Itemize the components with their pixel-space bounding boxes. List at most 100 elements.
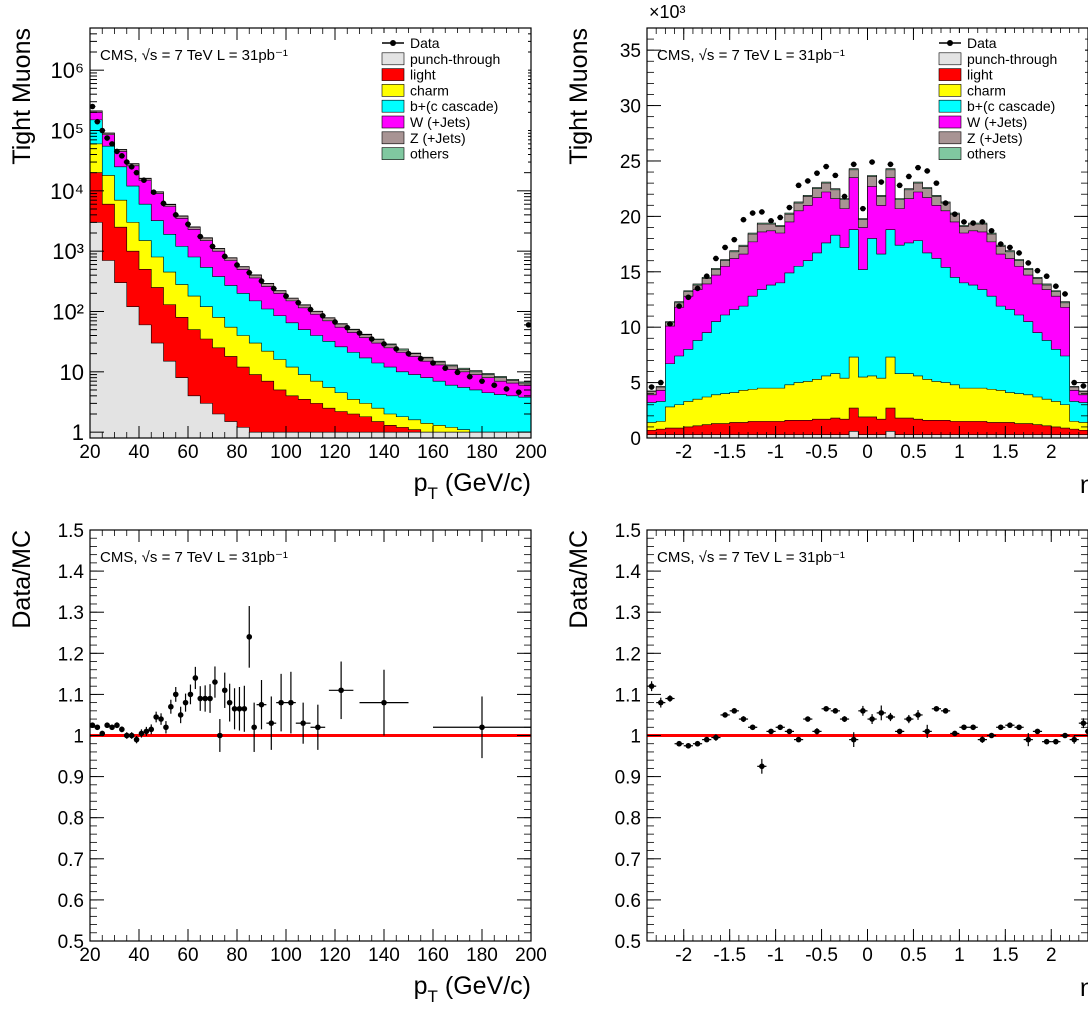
x-tick-label: 140	[368, 945, 400, 966]
legend-swatch	[938, 68, 962, 81]
data-point	[454, 369, 461, 376]
ratio-point	[814, 728, 820, 735]
data-point	[887, 161, 894, 168]
legend-swatch	[381, 52, 405, 66]
ratio-point	[288, 699, 294, 706]
y-tick-label: 1.5	[615, 521, 641, 542]
legend-label: Z (+Jets)	[967, 130, 1023, 146]
y-tick-label: 30	[620, 97, 641, 118]
ratio-point	[236, 705, 243, 712]
ratio-point	[1007, 722, 1013, 729]
chart-eta-ratio: -2 -1.5 -1 -0.5 0 0.5 1 1.5 2 0.5 0.6 0.7 0.8 0.9 1 1.1…	[565, 521, 1088, 1002]
x-tick-label: 140	[368, 442, 400, 463]
ratio-point	[924, 728, 931, 735]
y-tick-label: 1.4	[58, 562, 85, 583]
y-tick-label: 0	[630, 429, 641, 450]
ratio-point	[997, 724, 1004, 731]
y-tick-label: 0.7	[615, 850, 641, 871]
data-point	[94, 118, 101, 125]
x-tick-label: 200	[515, 442, 547, 463]
legend-label: light	[410, 67, 436, 83]
stack-area	[90, 103, 531, 438]
ratio-point	[657, 699, 664, 706]
x-tick-label: 180	[466, 442, 498, 463]
data-point	[491, 382, 498, 389]
data-point	[332, 319, 338, 325]
ratio-point	[887, 714, 894, 720]
ratio-point	[99, 730, 106, 737]
y-tick-label: 1.2	[58, 644, 84, 665]
data-point	[823, 163, 829, 170]
data-point	[906, 173, 912, 180]
ratio-point	[759, 763, 765, 770]
data-point	[307, 306, 314, 313]
ratio-point	[749, 724, 756, 731]
data-point	[1025, 260, 1032, 266]
ratio-point	[315, 724, 321, 731]
legend-label: b+(c cascade)	[410, 98, 498, 114]
data-point	[703, 273, 710, 280]
ratio-point	[869, 716, 875, 722]
data-point	[442, 365, 449, 371]
x-tick-label: 1.5	[992, 442, 1018, 463]
legend-swatch	[381, 99, 405, 113]
legend-label: others	[967, 146, 1006, 162]
x-axis-label: pT (GeV/c)	[414, 972, 531, 1006]
legend-label: b+(c cascade)	[967, 98, 1055, 114]
data-point	[150, 189, 157, 195]
stack-charm	[647, 356, 1088, 438]
data-point	[740, 216, 747, 223]
data-point	[768, 218, 774, 224]
x-tick-label: 60	[177, 945, 198, 966]
ratio-point	[915, 712, 921, 718]
data-point	[961, 219, 967, 225]
legend-swatch	[938, 52, 962, 66]
ratio-point	[138, 730, 145, 737]
legend-label: Data	[410, 35, 440, 51]
ratio-point	[89, 722, 96, 729]
y-tick-label: 0.7	[58, 850, 84, 871]
data-point	[123, 159, 130, 165]
ratio-point	[878, 710, 885, 716]
ratio-point	[300, 720, 306, 726]
x-tick-label: 0	[862, 442, 873, 463]
ratio-point	[177, 712, 184, 718]
data-point	[979, 219, 986, 225]
data-point	[270, 285, 277, 292]
ratio-point	[153, 714, 159, 720]
y-tick-label: 0.8	[615, 809, 641, 830]
legend-swatch	[938, 115, 962, 129]
x-tick-label: 20	[79, 442, 100, 463]
data-point	[393, 346, 400, 352]
ratio-point	[832, 708, 839, 714]
data-point	[1062, 291, 1068, 297]
ratio-point	[119, 726, 125, 733]
data-point	[814, 170, 820, 176]
data-point	[722, 244, 728, 251]
ratio-point	[823, 705, 829, 712]
y-tick-label: 0.6	[615, 891, 641, 912]
data-point	[1016, 250, 1022, 256]
y-tick-label: 10⁵	[50, 119, 84, 144]
chart-eta-stack: -2 -1.5 -1 -0.5 0 0.5 1 1.5 205101520253035Tight…	[565, 2, 1088, 499]
legend-data-marker	[390, 40, 396, 46]
legend-label: Data	[967, 35, 997, 51]
x-tick-label: -1.5	[713, 945, 746, 966]
y-axis-label: Tight Muons	[8, 28, 36, 165]
ratio-point	[1062, 732, 1068, 739]
ratio-point	[187, 691, 194, 698]
x-tick-label: 1	[954, 945, 965, 966]
data-point	[896, 182, 903, 189]
data-point	[119, 153, 125, 159]
x-axis-label: pT (GeV/c)	[414, 469, 531, 503]
x-tick-label: 0.5	[900, 945, 926, 966]
legend-swatch	[381, 147, 405, 160]
data-point	[258, 278, 265, 284]
ratio-point	[1085, 728, 1088, 735]
y-tick-label: 1.3	[58, 603, 84, 624]
x-tick-label: 100	[270, 945, 302, 966]
legend-label: Z (+Jets)	[410, 130, 466, 146]
y-tick-label: 1	[630, 727, 641, 748]
y-axis-label: Tight Muons	[565, 28, 593, 165]
y-tick-label: 0.6	[58, 891, 84, 912]
